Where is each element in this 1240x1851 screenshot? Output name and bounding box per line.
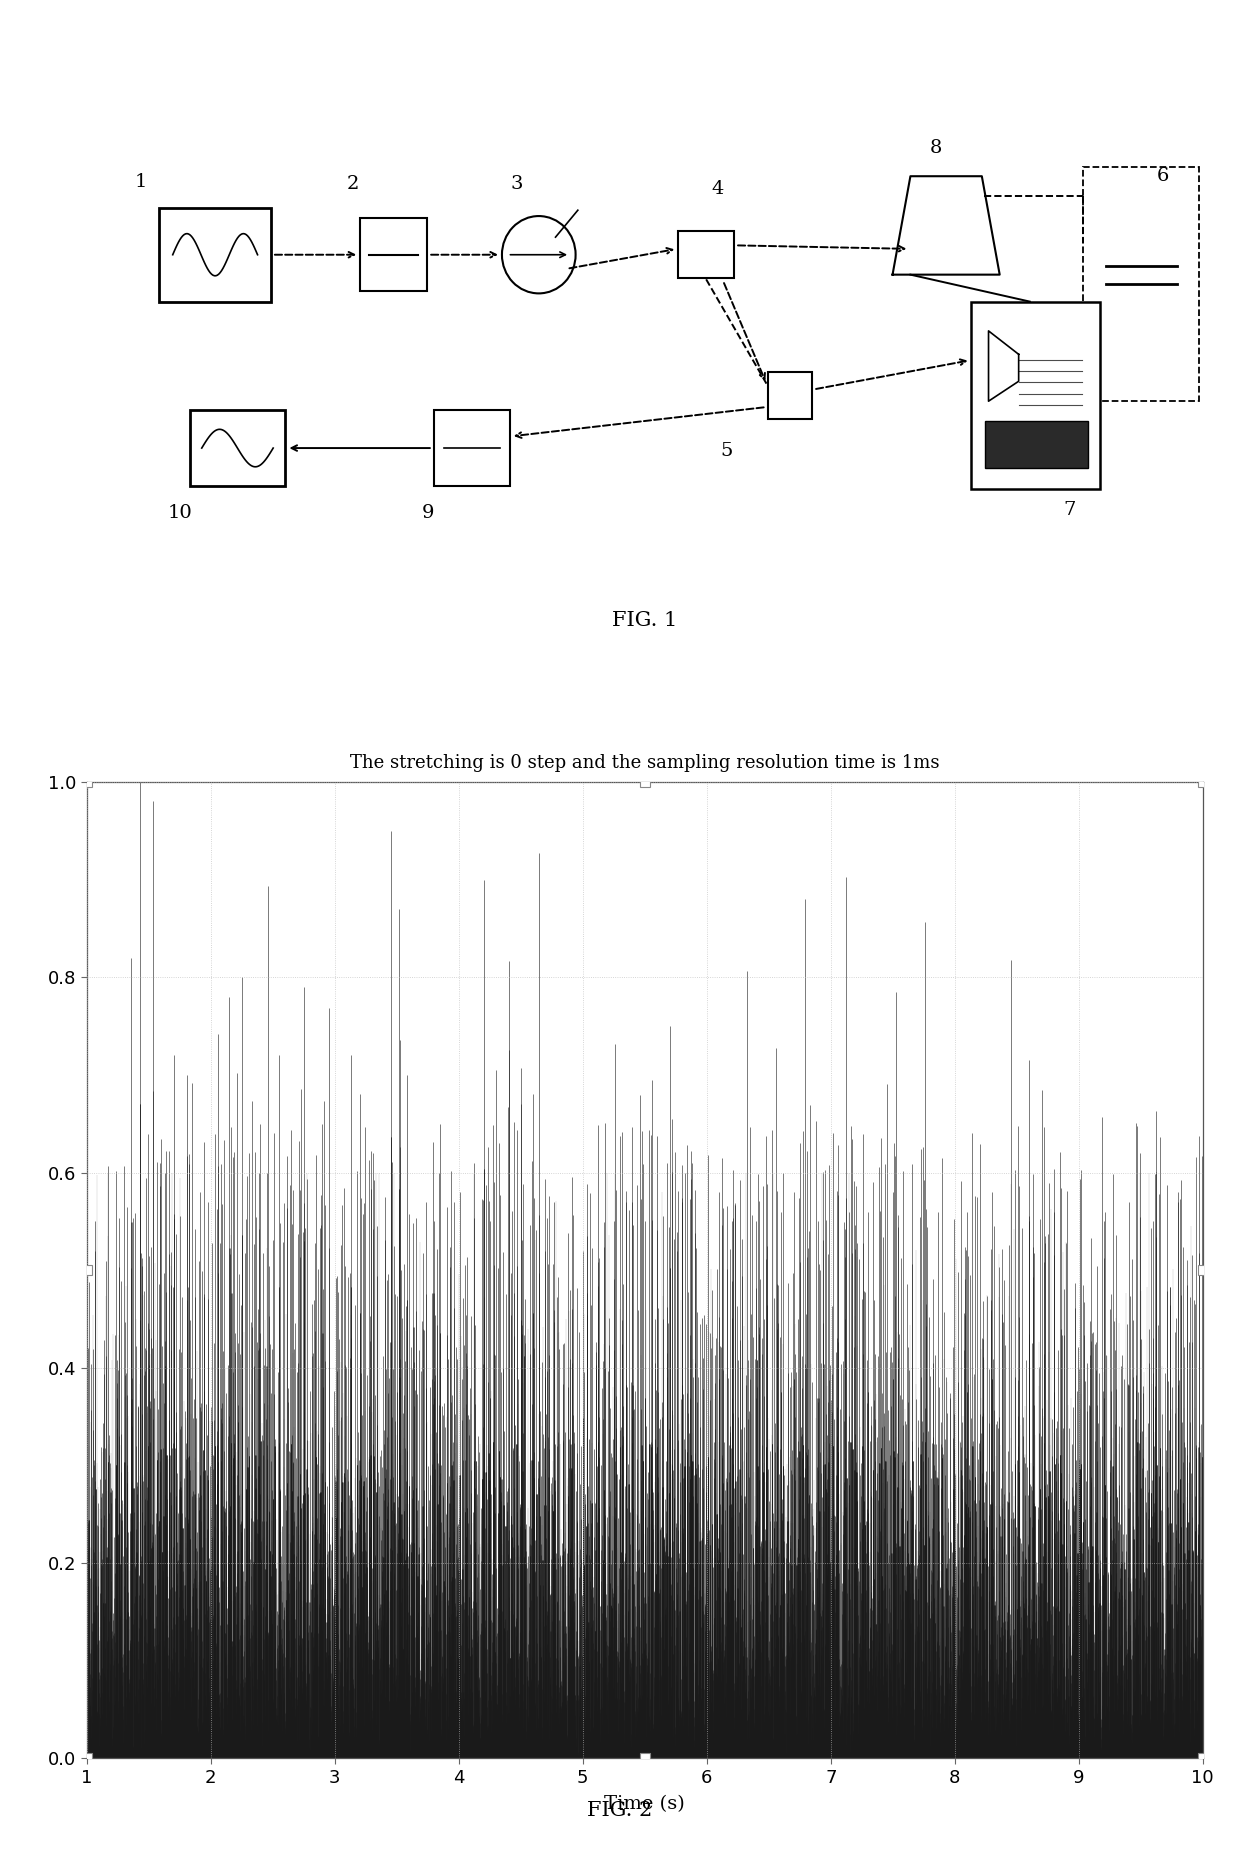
Title: The stretching is 0 step and the sampling resolution time is 1ms: The stretching is 0 step and the samplin… (350, 753, 940, 772)
Bar (1084, 167, 1199, 402)
X-axis label: Time (s): Time (s) (604, 1795, 686, 1814)
Bar (159, 207, 270, 302)
Text: 1: 1 (135, 172, 148, 191)
Text: 4: 4 (712, 180, 724, 198)
Bar (678, 231, 734, 278)
Text: 8: 8 (930, 139, 941, 157)
Text: FIG. 2: FIG. 2 (588, 1801, 652, 1820)
Bar (971, 302, 1100, 489)
Text: 2: 2 (347, 176, 360, 193)
Bar (361, 218, 427, 291)
Text: 10: 10 (167, 503, 192, 522)
Bar (986, 422, 1087, 468)
Text: FIG. 1: FIG. 1 (613, 611, 677, 629)
Text: 5: 5 (720, 442, 733, 461)
Bar (434, 409, 510, 487)
Circle shape (502, 217, 575, 294)
Bar (190, 409, 285, 487)
Text: 9: 9 (422, 503, 434, 522)
Text: 6: 6 (1157, 167, 1169, 185)
Text: 7: 7 (1064, 502, 1075, 518)
Bar (768, 372, 812, 418)
Text: 3: 3 (511, 176, 523, 193)
